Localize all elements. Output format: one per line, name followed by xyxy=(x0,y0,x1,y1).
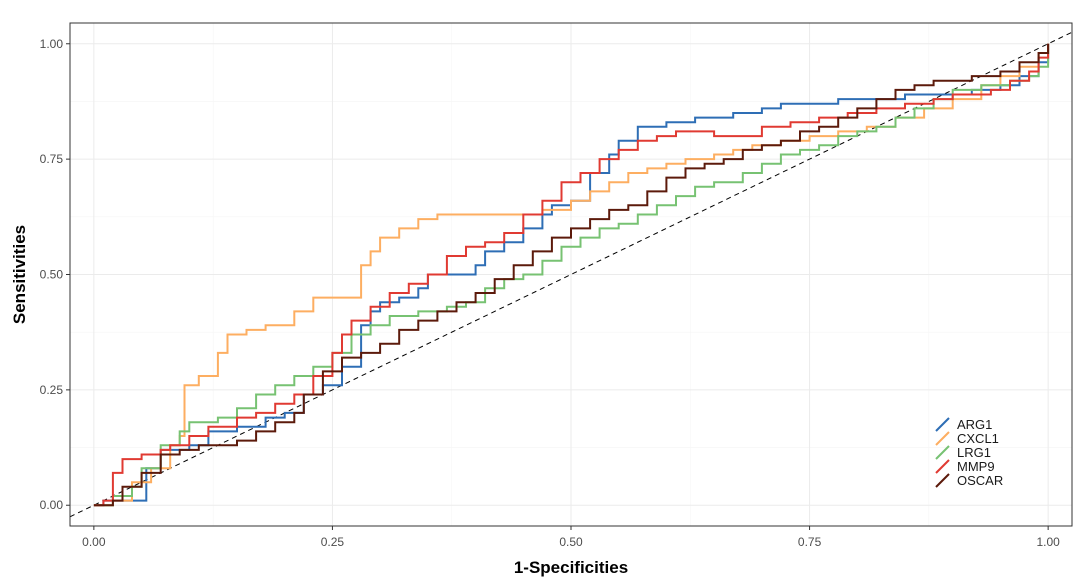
roc-curve-oscar xyxy=(93,43,1050,507)
grid-lines xyxy=(70,23,1072,526)
x-axis-ticks: 0.00 0.25 0.50 0.75 1.00 xyxy=(82,526,1060,549)
legend-label-cxcl1: CXCL1 xyxy=(957,431,999,446)
legend-key-cxcl1 xyxy=(935,431,950,446)
y-tick-label: 0.50 xyxy=(40,268,64,282)
x-axis-title: 1-Specificities xyxy=(514,558,628,577)
y-tick-label: 0.00 xyxy=(40,498,64,512)
x-tick-label: 1.00 xyxy=(1036,535,1060,549)
legend-label-arg1: ARG1 xyxy=(957,417,992,432)
y-axis-title: Sensitivities xyxy=(10,225,29,324)
y-tick-label: 1.00 xyxy=(40,37,64,51)
x-tick-label: 0.25 xyxy=(321,535,345,549)
x-tick-label: 0.00 xyxy=(82,535,106,549)
x-tick-label: 0.50 xyxy=(559,535,583,549)
legend-label-lrg1: LRG1 xyxy=(957,445,991,460)
y-tick-label: 0.25 xyxy=(40,383,64,397)
legend-label-mmp9: MMP9 xyxy=(957,459,995,474)
x-tick-label: 0.75 xyxy=(798,535,822,549)
roc-curves xyxy=(93,43,1050,507)
y-axis-ticks: 0.00 0.25 0.50 0.75 1.00 xyxy=(40,37,70,512)
legend-key-oscar xyxy=(935,473,950,488)
roc-curve-lrg1 xyxy=(93,43,1050,507)
legend-label-oscar: OSCAR xyxy=(957,473,1003,488)
reference-diagonal-line xyxy=(69,31,1073,518)
y-tick-label: 0.75 xyxy=(40,152,64,166)
legend-key-arg1 xyxy=(935,417,950,432)
legend-key-mmp9 xyxy=(935,459,950,474)
roc-curve-mmp9 xyxy=(93,43,1050,507)
legend-key-lrg1 xyxy=(935,445,950,460)
